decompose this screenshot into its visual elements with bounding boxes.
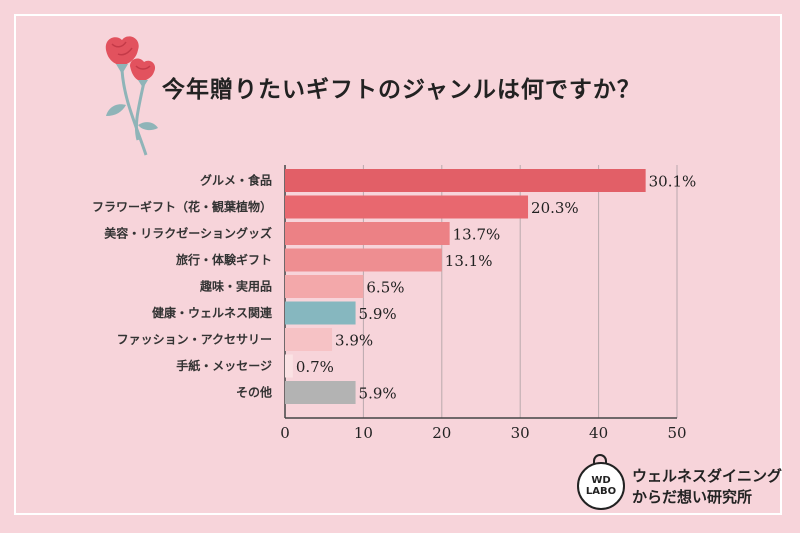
bar [285, 275, 364, 298]
value-label: 30.1% [649, 173, 697, 191]
bar [285, 381, 356, 404]
value-label: 13.7% [453, 226, 501, 244]
logo-loop [593, 454, 607, 464]
white-frame [14, 14, 782, 515]
bar [285, 169, 646, 192]
x-tick-label: 40 [589, 424, 608, 442]
bar [285, 328, 333, 351]
category-label: フラワーギフト（花・観葉植物） [92, 199, 272, 214]
category-label: グルメ・食品 [200, 173, 272, 188]
carnation-flower-icon [105, 36, 158, 156]
value-label: 3.9% [335, 332, 373, 350]
x-tick-label: 50 [667, 424, 686, 442]
value-label: 5.9% [359, 305, 397, 323]
logo-text: ウェルネスダイニング からだ想い研究所 [632, 467, 783, 506]
bar [285, 354, 293, 378]
bar [285, 222, 450, 245]
category-label: ファッション・アクセサリー [117, 333, 272, 347]
category-label: 旅行・体験ギフト [176, 252, 272, 267]
chart-title: 今年贈りたいギフトのジャンルは何ですか？ [162, 76, 641, 103]
value-label: 20.3% [531, 199, 579, 217]
category-label: 美容・リラクゼーショングッズ [104, 226, 272, 241]
bar [285, 195, 529, 219]
x-tick-label: 10 [354, 424, 373, 442]
value-label: 5.9% [359, 385, 397, 403]
value-label: 13.1% [445, 252, 493, 270]
category-label: 趣味・実用品 [199, 279, 272, 294]
value-label: 6.5% [366, 279, 404, 297]
logo-badge-text: WD LABO [585, 475, 617, 497]
category-label: 健康・ウェルネス関連 [152, 305, 273, 320]
category-label: その他 [236, 385, 272, 400]
x-tick-label: 0 [280, 424, 290, 442]
bar [285, 248, 442, 272]
logo-badge: WD LABO [577, 462, 625, 510]
x-tick-label: 20 [432, 424, 451, 442]
x-tick-label: 30 [511, 424, 530, 442]
bar [285, 301, 356, 325]
category-label: 手紙・メッセージ [176, 358, 272, 373]
value-label: 0.7% [296, 358, 334, 376]
